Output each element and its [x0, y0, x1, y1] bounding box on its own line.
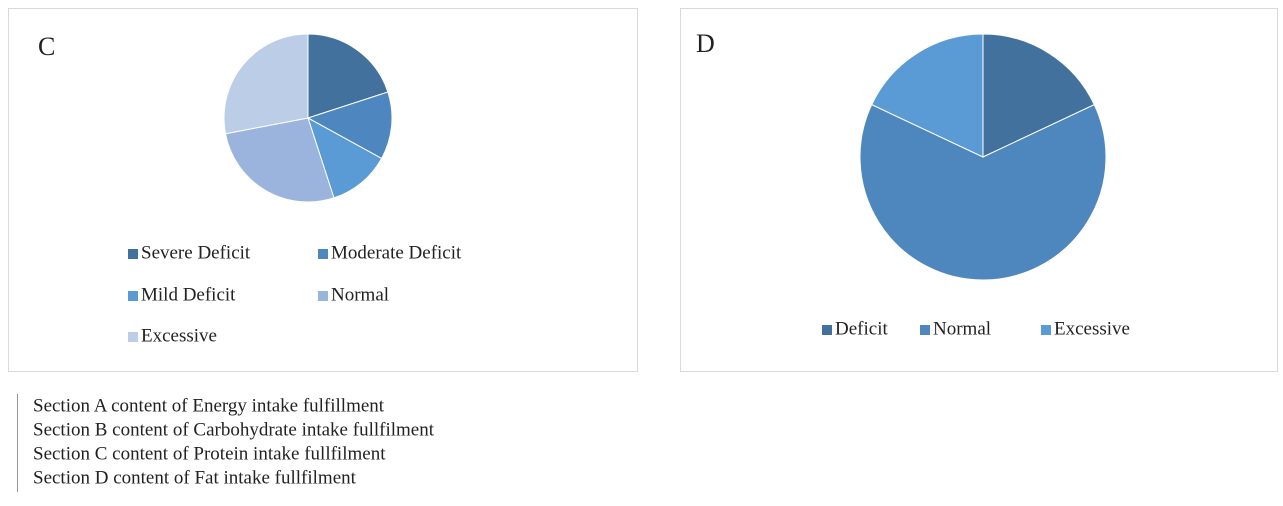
pie-slice — [307, 33, 389, 119]
caption: Section B content of Carbohydrate intake… — [33, 419, 435, 440]
caption: Section D content of Fat intake fullfilm… — [33, 467, 357, 488]
legend-label: Excessive — [141, 325, 217, 346]
legend-swatch — [920, 325, 930, 335]
legend-label: Excessive — [1054, 318, 1130, 339]
pie-slice — [223, 33, 309, 135]
caption: Section A content of Energy intake fulfi… — [33, 395, 385, 416]
pie-slice — [859, 103, 1107, 281]
pie-slice — [224, 117, 335, 203]
legend-swatch — [822, 325, 832, 335]
legend-label: Normal — [331, 284, 389, 305]
pie-slice — [871, 33, 984, 158]
chart-title: D — [696, 29, 715, 58]
pie-slice — [307, 116, 383, 199]
legend-swatch — [1041, 325, 1051, 335]
legend-swatch — [318, 249, 328, 259]
legend-swatch — [128, 291, 138, 301]
caption: Section C content of Protein intake full… — [33, 443, 386, 464]
legend-label: Severe Deficit — [141, 242, 251, 263]
legend-label: Moderate Deficit — [331, 242, 462, 263]
legend-swatch — [318, 291, 328, 301]
legend-swatch — [128, 249, 138, 259]
legend-label: Deficit — [835, 318, 888, 339]
legend-label: Mild Deficit — [141, 284, 236, 305]
legend-label: Normal — [933, 318, 991, 339]
legend-swatch — [128, 332, 138, 342]
pie-slice — [982, 33, 1095, 158]
chart-title: C — [38, 32, 55, 61]
pie-slice — [306, 91, 393, 160]
